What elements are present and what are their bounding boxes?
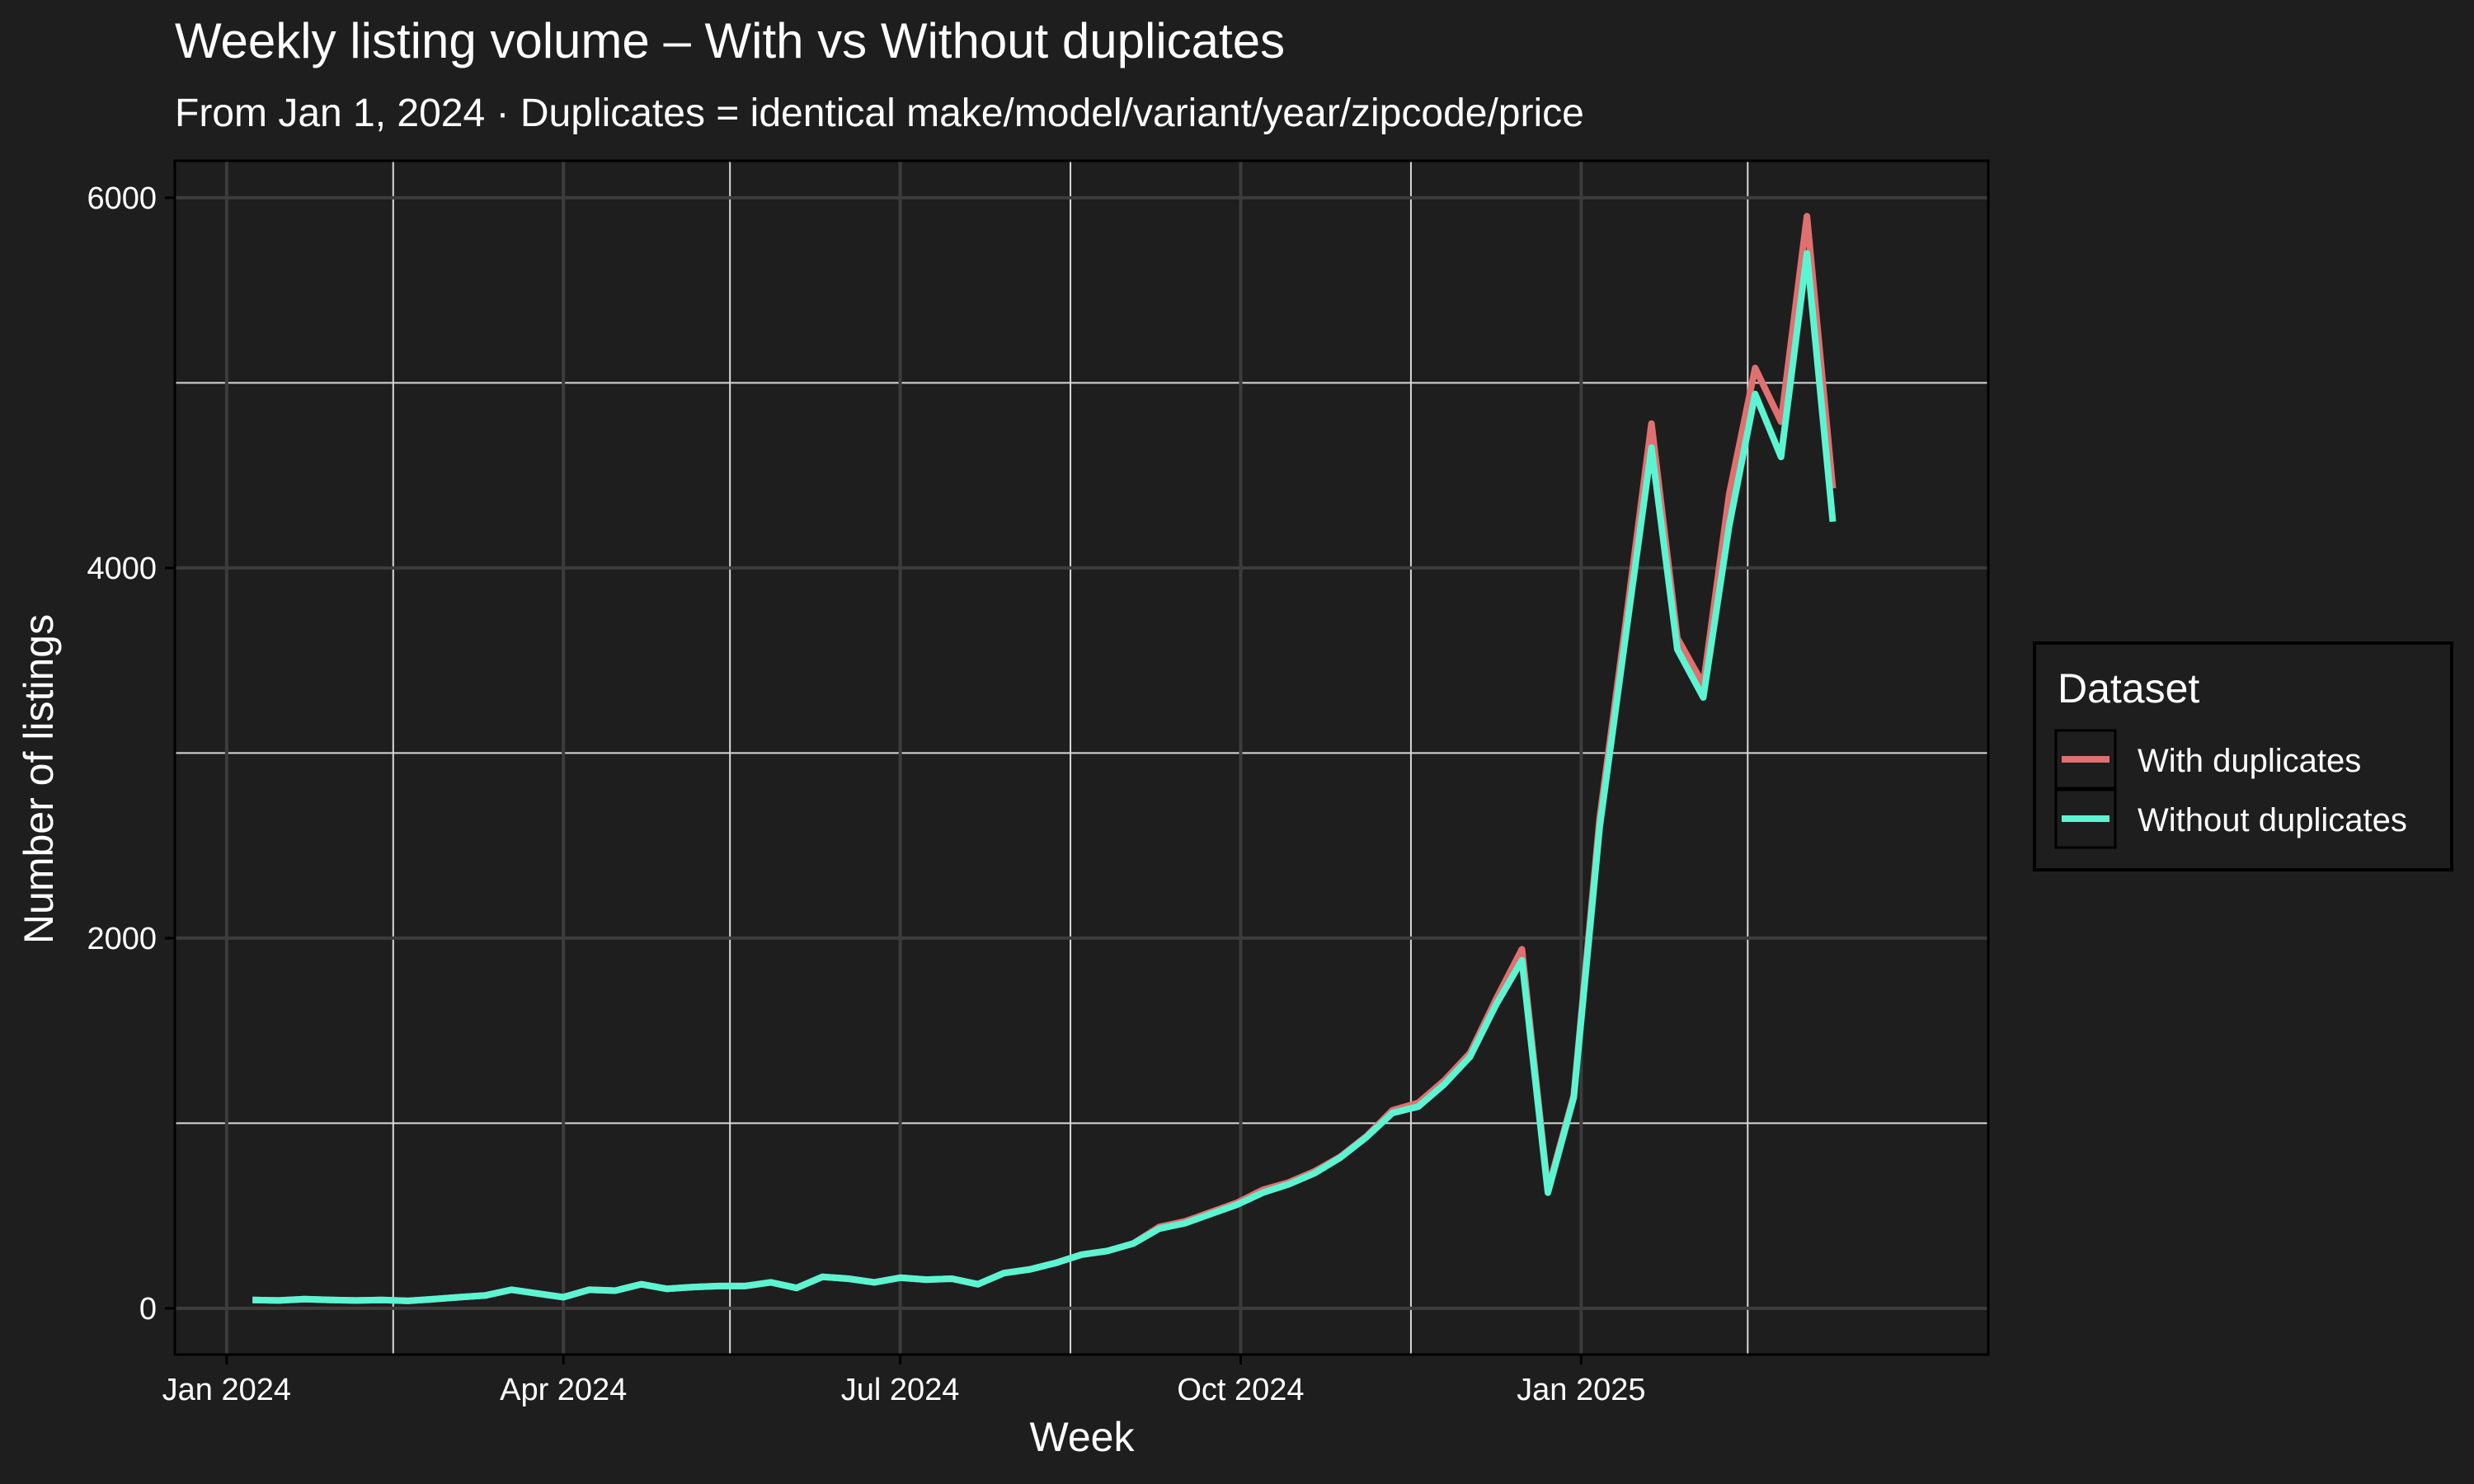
legend: Dataset With duplicates Without duplicat…	[2033, 641, 2453, 871]
y-tick-label: 0	[139, 1292, 157, 1327]
x-tick-label: Apr 2024	[500, 1373, 627, 1407]
chart-subtitle: From Jan 1, 2024 · Duplicates = identica…	[175, 92, 1584, 135]
legend-label-without-duplicates: Without duplicates	[2138, 802, 2407, 838]
panel-border	[173, 159, 1990, 1356]
x-tick-label: Oct 2024	[1177, 1373, 1304, 1407]
y-tick-label: 4000	[87, 552, 157, 586]
series-line-without-duplicates	[252, 250, 1837, 1304]
legend-label-with-duplicates: With duplicates	[2138, 743, 2361, 779]
x-tick-label: Jul 2024	[841, 1373, 960, 1407]
legend-title: Dataset	[2058, 665, 2199, 711]
grid	[175, 161, 1988, 1355]
x-tick-label: Jan 2024	[162, 1373, 291, 1407]
series-layer	[252, 213, 1837, 1304]
chart-title: Weekly listing volume – With vs Without …	[175, 13, 1285, 68]
y-axis-title: Number of listings	[16, 614, 62, 944]
y-tick-label: 6000	[87, 181, 157, 216]
x-tick-label: Jan 2025	[1517, 1373, 1645, 1407]
x-axis-title: Week	[1030, 1414, 1136, 1460]
y-tick-label: 2000	[87, 922, 157, 956]
y-axis: 0 2000 4000 6000	[87, 181, 175, 1327]
x-axis: Jan 2024 Apr 2024 Jul 2024 Oct 2024 Jan 2025	[162, 1355, 1646, 1407]
